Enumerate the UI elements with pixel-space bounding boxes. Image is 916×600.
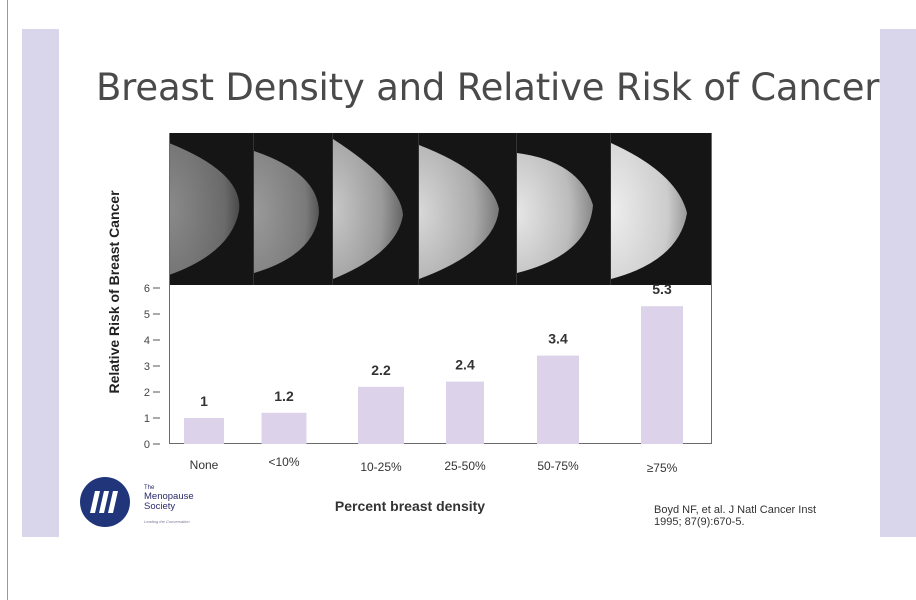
right-accent-band	[880, 29, 916, 537]
mammogram-10-25	[333, 139, 403, 279]
logo-line-2: Menopause	[144, 491, 194, 502]
x-category-label-5: 50-75%	[537, 459, 579, 473]
y-tick-label-0: 0	[144, 439, 150, 451]
y-tick-label-3: 3	[144, 361, 150, 373]
bar-4	[446, 381, 484, 444]
mammogram-images	[169, 133, 687, 285]
x-axis-label: Percent breast density	[334, 498, 486, 514]
y-tick-label-5: 5	[144, 309, 150, 321]
left-accent-band	[22, 29, 59, 537]
logo-line-3: Society	[144, 501, 176, 512]
mammogram-none	[169, 143, 240, 275]
y-tick-label-6: 6	[144, 283, 150, 295]
x-category-label-3: 10-25%	[360, 460, 402, 474]
citation-line-2: 1995; 87(9):670-5.	[654, 516, 745, 528]
bar-value-label-6: 5.3	[652, 281, 672, 297]
bar-value-label-3: 2.2	[371, 362, 391, 378]
mammogram-50-75	[517, 153, 593, 273]
page-edge-rule	[7, 0, 8, 600]
mammogram-under10	[254, 151, 319, 273]
x-category-label-6: ≥75%	[647, 461, 678, 475]
logo-line-1: The	[144, 485, 155, 491]
menopause-society-logo-icon	[80, 477, 130, 527]
bar-value-label-4: 2.4	[455, 357, 475, 373]
bar-1	[184, 418, 224, 444]
chart-frame	[169, 133, 712, 444]
bar-6	[641, 306, 683, 444]
logo-wordmark: The Menopause Society	[144, 485, 194, 512]
mammogram-strip	[169, 133, 712, 285]
slide-title: Breast Density and Relative Risk of Canc…	[96, 66, 880, 109]
bar-value-label-2: 1.2	[274, 388, 294, 404]
mammogram-over75	[611, 143, 687, 279]
bar-value-label-5: 3.4	[548, 331, 568, 347]
x-category-label-4: 25-50%	[444, 459, 486, 473]
y-tick-label-2: 2	[144, 387, 150, 399]
y-tick-label-1: 1	[144, 413, 150, 425]
bar-3	[358, 386, 404, 444]
mammogram-25-50	[419, 145, 499, 279]
citation-line-1: Boyd NF, et al. J Natl Cancer Inst	[654, 504, 817, 516]
y-axis-label: Relative Risk of Breast Cancer	[106, 190, 122, 394]
x-category-label-2: <10%	[268, 455, 299, 469]
y-tick-label-4: 4	[144, 335, 150, 347]
logo-tagline: Leading the Conversation	[144, 519, 190, 524]
x-category-label-1: None	[190, 458, 219, 472]
bar-value-label-1: 1	[200, 393, 208, 409]
bar-5	[537, 355, 579, 444]
citation: Boyd NF, et al. J Natl Cancer Inst 1995;…	[654, 504, 854, 528]
bar-2	[261, 412, 307, 444]
